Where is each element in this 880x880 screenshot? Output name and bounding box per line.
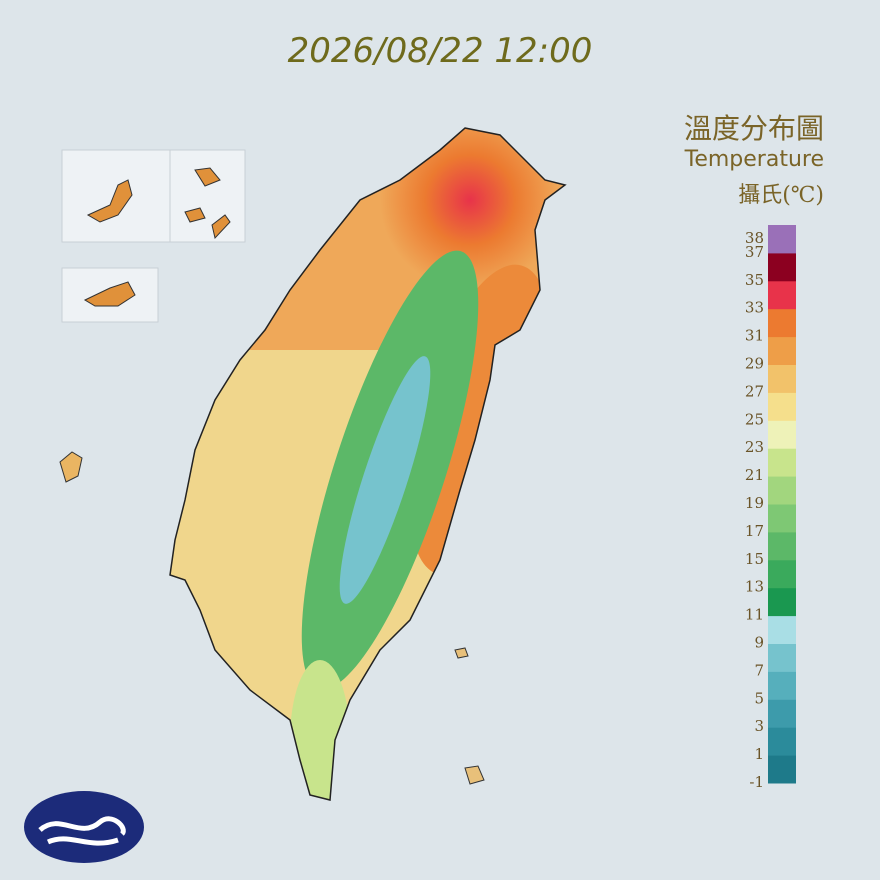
legend-swatch bbox=[768, 476, 796, 505]
legend-tick-label: 31 bbox=[745, 327, 764, 345]
legend-swatch bbox=[768, 559, 796, 589]
coastline bbox=[169, 127, 567, 801]
legend-swatch bbox=[768, 364, 796, 393]
legend-swatch bbox=[768, 671, 796, 700]
legend-tick-label: 3 bbox=[754, 717, 764, 735]
legend-unit: 攝氏(℃) bbox=[738, 183, 824, 208]
legend-swatch bbox=[768, 448, 796, 477]
legend-swatch bbox=[768, 755, 796, 784]
legend-swatch bbox=[768, 392, 796, 421]
legend-tick-label: 27 bbox=[745, 382, 764, 400]
legend-tick-label: -1 bbox=[749, 773, 764, 791]
legend-swatch bbox=[768, 308, 796, 338]
legend-swatch bbox=[768, 531, 796, 561]
legend-swatch bbox=[768, 615, 796, 644]
legend-tick-label: 29 bbox=[745, 355, 764, 373]
legend-swatch bbox=[768, 252, 796, 282]
legend-tick-label: 7 bbox=[754, 661, 764, 679]
legend-tick-label: 21 bbox=[745, 466, 764, 484]
legend-tick-label: 13 bbox=[745, 578, 764, 596]
legend-tick-label: 5 bbox=[754, 689, 764, 707]
legend-swatch bbox=[768, 727, 796, 756]
legend-swatch bbox=[768, 643, 796, 672]
legend-swatch bbox=[768, 225, 796, 254]
legend-subtitle: Temperature bbox=[684, 147, 824, 172]
logo bbox=[24, 791, 144, 863]
legend-tick-label: 17 bbox=[745, 522, 764, 540]
legend-swatch bbox=[768, 420, 796, 449]
legend-tick-label: 9 bbox=[754, 634, 764, 652]
legend-tick-label: 35 bbox=[745, 271, 764, 289]
legend-tick-label: 1 bbox=[754, 745, 764, 763]
legend-tick-label: 15 bbox=[745, 550, 764, 568]
legend-swatch bbox=[768, 587, 796, 617]
inset-boxes bbox=[59, 149, 485, 785]
legend-tick-label: 38 bbox=[745, 229, 764, 247]
legend-tick-label: 25 bbox=[745, 410, 764, 428]
title: 2026/08/22 12:00 bbox=[288, 31, 593, 71]
legend-tick-label: 11 bbox=[745, 606, 764, 624]
legend-swatch bbox=[768, 280, 796, 310]
legend-tick-label: 33 bbox=[745, 299, 764, 317]
legend-title: 溫度分布圖 bbox=[684, 112, 824, 145]
legend-swatch bbox=[768, 699, 796, 728]
legend-swatch bbox=[768, 336, 796, 365]
legend-swatch bbox=[768, 504, 796, 533]
legend-tick-label: 37 bbox=[745, 243, 764, 261]
legend-tick-label: 19 bbox=[745, 494, 764, 512]
legend-tick-label: 23 bbox=[745, 438, 764, 456]
